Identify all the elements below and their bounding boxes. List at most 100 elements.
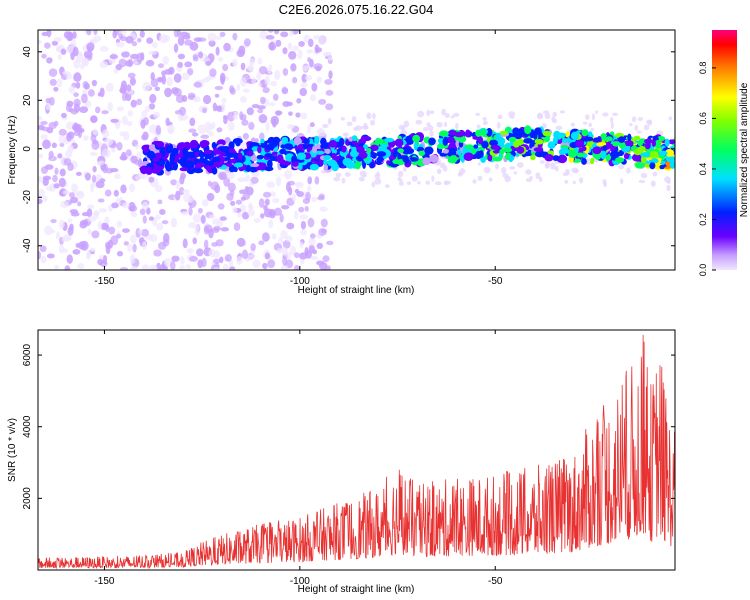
spectrogram-ridge-blob xyxy=(644,138,653,144)
spectrogram-ridge-blob xyxy=(356,145,365,154)
spectrogram-noise-blob xyxy=(155,222,164,231)
spectrogram-ridge-blob xyxy=(199,140,208,149)
spectrogram-noise-blob xyxy=(301,73,308,83)
spectrogram-noise-blob xyxy=(123,131,130,141)
spectrogram-ridge-blob xyxy=(428,138,436,145)
spectrogram-noise-blob xyxy=(612,112,619,117)
spectrogram-noise-blob xyxy=(634,124,639,132)
spectrogram-ridge-blob xyxy=(219,151,226,157)
spectrogram-ridge-blob xyxy=(142,167,147,175)
spectrogram-ridge-blob xyxy=(534,139,544,145)
spectrogram-noise-blob xyxy=(201,198,209,207)
spectrogram-noise-blob xyxy=(131,41,138,47)
spectrogram-noise-blob xyxy=(171,87,179,95)
spectrogram-noise-blob xyxy=(120,184,127,194)
spectrogram-noise-blob xyxy=(207,32,217,42)
spectrogram-noise-blob xyxy=(322,51,332,57)
spectrogram-noise-blob xyxy=(197,37,207,42)
spectrogram-noise-blob xyxy=(397,176,401,181)
spectrogram-noise-blob xyxy=(209,214,216,219)
spectrogram-noise-blob xyxy=(60,48,67,55)
spectrogram-ridge-blob xyxy=(199,156,205,165)
spectrogram-ridge-blob xyxy=(576,152,585,158)
spectrogram-noise-blob xyxy=(619,178,624,185)
spectrogram-noise-blob xyxy=(372,112,376,120)
spectrogram-noise-blob xyxy=(537,113,543,118)
spectrogram-noise-blob xyxy=(53,37,62,43)
spectrogram-noise-blob xyxy=(38,251,42,260)
spectrogram-noise-blob xyxy=(223,42,231,52)
spectrogram-noise-blob xyxy=(194,227,200,236)
spectrogram-noise-blob xyxy=(258,114,268,124)
spectrogram-ridge-blob xyxy=(165,159,170,167)
spectrogram-ridge-blob xyxy=(172,161,179,171)
spectrogram-noise-blob xyxy=(179,31,189,38)
spectrogram-noise-blob xyxy=(541,123,547,129)
spectrogram-noise-blob xyxy=(296,98,302,104)
spectrogram-noise-blob xyxy=(115,233,122,239)
spectrogram-noise-blob xyxy=(115,41,125,48)
spectrogram-noise-blob xyxy=(525,169,532,175)
spectrogram-noise-blob xyxy=(585,157,591,165)
spectrogram-noise-blob xyxy=(282,239,291,249)
spectrogram-noise-blob xyxy=(295,112,301,118)
spectrogram-noise-blob xyxy=(46,127,54,134)
spectrogram-noise-blob xyxy=(288,186,293,196)
spectrogram-noise-blob xyxy=(153,111,160,119)
spectrogram-y-tick-label: 20 xyxy=(22,94,33,106)
spectrogram-noise-blob xyxy=(426,109,431,117)
spectrogram-y-tick-label: -40 xyxy=(22,238,33,253)
spectrogram-noise-blob xyxy=(38,176,43,183)
spectrogram-ridge-blob xyxy=(303,138,310,144)
spectrogram-noise-blob xyxy=(120,80,127,91)
spectrogram-noise-blob xyxy=(110,147,116,153)
spectrogram-noise-blob xyxy=(208,130,214,137)
spectrogram-ridge-blob xyxy=(338,137,344,147)
spectrogram-noise-blob xyxy=(248,121,255,131)
spectrogram-noise-blob xyxy=(173,73,182,83)
spectrogram-ridge-blob xyxy=(669,160,675,169)
spectrogram-noise-blob xyxy=(217,203,225,210)
spectrogram-ridge-blob xyxy=(530,154,536,161)
spectrogram-ridge-blob xyxy=(537,143,543,148)
spectrogram-ridge-blob xyxy=(323,159,328,166)
spectrogram-noise-blob xyxy=(205,126,211,134)
spectrogram-noise-blob xyxy=(40,255,47,264)
spectrogram-noise-blob xyxy=(366,112,372,120)
spectrogram-noise-blob xyxy=(242,88,251,93)
spectrogram-noise-blob xyxy=(60,200,69,209)
spectrogram-noise-blob xyxy=(572,180,576,185)
spectrogram-noise-blob xyxy=(149,93,157,104)
spectrogram-noise-blob xyxy=(229,266,236,270)
spectrogram-noise-blob xyxy=(442,165,448,172)
spectrogram-noise-blob xyxy=(583,121,588,125)
spectrogram-noise-blob xyxy=(269,102,276,107)
spectrogram-ridge-blob xyxy=(369,144,379,152)
spectrogram-noise-blob xyxy=(116,106,124,112)
spectrogram-ridge-blob xyxy=(532,131,538,140)
spectrogram-noise-blob xyxy=(359,170,367,177)
spectrogram-noise-blob xyxy=(155,125,162,135)
spectrogram-noise-blob xyxy=(64,265,71,270)
spectrogram-noise-blob xyxy=(86,30,92,36)
spectrogram-noise-blob xyxy=(42,175,52,181)
spectrogram-y-label: Frequency (Hz) xyxy=(7,116,18,185)
spectrogram-noise-blob xyxy=(353,126,358,132)
spectrogram-noise-blob xyxy=(294,181,304,189)
spectrogram-noise-blob xyxy=(157,241,167,250)
spectrogram-noise-blob xyxy=(74,124,79,133)
spectrogram-noise-blob xyxy=(105,82,114,93)
spectrogram-noise-blob xyxy=(290,63,297,72)
spectrogram-noise-blob xyxy=(237,177,247,183)
spectrogram-noise-blob xyxy=(278,237,284,245)
spectrogram-noise-blob xyxy=(638,179,646,184)
spectrogram-noise-blob xyxy=(179,265,186,270)
spectrogram-noise-blob xyxy=(425,180,431,185)
spectrogram-noise-blob xyxy=(282,68,289,76)
spectrogram-noise-blob xyxy=(213,266,219,270)
spectrogram-noise-blob xyxy=(129,183,136,193)
spectrogram-noise-blob xyxy=(314,176,320,185)
spectrogram-noise-blob xyxy=(162,55,170,65)
spectrogram-ridge-blob xyxy=(266,159,273,169)
spectrogram-noise-blob xyxy=(219,31,226,38)
